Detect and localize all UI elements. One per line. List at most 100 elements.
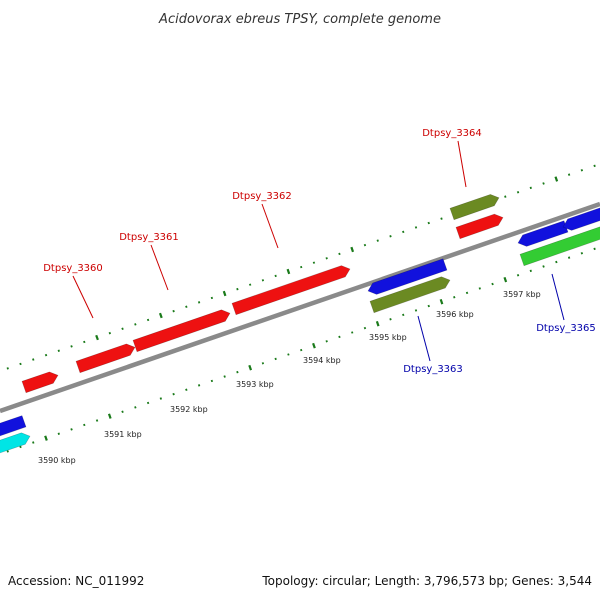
inner-tick — [503, 276, 508, 283]
gene-label-layer: Dtpsy_3360 Dtpsy_3361 Dtpsy_3362 Dtpsy_3364… — [43, 128, 596, 375]
gene-arrow-green — [519, 226, 600, 267]
tick-label: 3597 kbp — [503, 290, 541, 299]
inner-tick — [261, 362, 265, 365]
outer-tick — [19, 362, 22, 366]
inner-tick — [414, 309, 418, 312]
gene-arrow-reverse — [367, 258, 448, 295]
gene-leader-line — [150, 244, 169, 291]
inner-tick — [363, 326, 367, 330]
genome-backbone — [0, 201, 600, 414]
genome-summary-text: Topology: circular; Length: 3,796,573 bp… — [262, 574, 592, 588]
gene-label: Dtpsy_3364 — [422, 128, 482, 139]
gene-leader-line — [551, 273, 565, 321]
outer-tick — [389, 235, 392, 238]
outer-tick — [542, 182, 545, 185]
inner-tick — [542, 265, 545, 268]
inner-tick — [453, 295, 456, 299]
outer-tick — [580, 168, 584, 172]
tick-label: 3593 kbp — [236, 380, 274, 389]
outer-tick — [427, 221, 430, 225]
outer-tick — [363, 243, 367, 247]
outer-tick — [338, 252, 341, 256]
inner-tick — [427, 304, 430, 308]
inner-tick — [338, 335, 341, 339]
tick-label: 3591 kbp — [104, 430, 142, 439]
inner-tick — [312, 342, 316, 349]
inner-tick — [210, 379, 214, 383]
gene-arrow-forward — [231, 265, 351, 316]
inner-tick — [223, 375, 226, 378]
outer-tick — [529, 186, 532, 190]
outer-tick — [567, 173, 571, 176]
inner-tick — [580, 251, 584, 255]
inner-tick — [146, 401, 150, 405]
tick-label: 3595 kbp — [369, 333, 407, 342]
tick-label-layer: 3590 kbp 3591 kbp 3592 kbp 3593 kbp 3594 kbp… — [38, 290, 541, 465]
outer-tick — [44, 353, 48, 357]
map-title: Acidovorax ebreus TPSY, complete genome — [158, 12, 441, 27]
outer-tick — [414, 226, 418, 229]
gene-leader-line — [72, 275, 94, 319]
inner-tick — [491, 282, 494, 286]
outer-tick — [376, 239, 379, 242]
inner-tick — [402, 313, 405, 317]
inner-tick — [32, 441, 35, 444]
outer-tick — [121, 327, 124, 331]
tick-label: 3592 kbp — [170, 405, 208, 414]
tick-label: 3590 kbp — [38, 456, 76, 465]
outer-tick — [312, 261, 316, 264]
outer-tick — [274, 274, 277, 278]
inner-tick — [274, 357, 277, 361]
accession-text: Accession: NC_011992 — [8, 574, 145, 588]
inner-tick — [287, 353, 290, 356]
outer-tick — [158, 312, 163, 319]
inner-tick — [593, 247, 596, 251]
inner-tick — [478, 287, 481, 290]
inner-tick — [389, 318, 392, 321]
inner-tick — [83, 423, 86, 427]
outer-tick — [286, 268, 291, 275]
inner-tick — [325, 340, 328, 343]
gene-arrow-cyan — [0, 432, 31, 454]
inner-tick — [300, 348, 303, 352]
outer-tick — [593, 164, 596, 168]
inner-tick — [107, 413, 112, 419]
inner-tick — [248, 364, 253, 371]
outer-tick — [108, 331, 111, 335]
tick-label: 3596 kbp — [436, 310, 474, 319]
gene-arrow-forward — [455, 213, 504, 240]
inner-tick — [134, 406, 137, 409]
inner-tick — [121, 410, 124, 414]
gene-arrow-forward — [75, 343, 136, 374]
outer-tick — [222, 290, 227, 297]
inner-tick — [375, 320, 380, 327]
inner-tick — [351, 331, 354, 334]
gene-leader-line — [261, 203, 279, 249]
outer-tick — [261, 279, 265, 282]
inner-tick — [70, 428, 73, 431]
inner-tick — [529, 269, 532, 273]
outer-tick — [350, 246, 355, 253]
gene-leader-line — [417, 315, 431, 362]
outer-tick — [554, 176, 559, 182]
gene-label: Dtpsy_3361 — [119, 232, 179, 243]
outer-tick — [185, 305, 188, 309]
inner-tick — [516, 273, 520, 277]
inner-tick — [197, 384, 201, 387]
gene-label: Dtpsy_3365 — [536, 323, 596, 334]
outer-tick — [6, 367, 9, 370]
gene-arrow-olive — [449, 194, 500, 221]
outer-tick — [300, 265, 303, 269]
inner-tick — [19, 445, 22, 449]
outer-tick — [32, 358, 35, 361]
inner-tick — [6, 450, 9, 453]
gene-arrow-forward — [21, 371, 59, 394]
inner-tick-track — [6, 247, 596, 453]
outer-tick — [516, 190, 520, 194]
outer-tick — [172, 309, 175, 313]
inner-tick — [159, 397, 163, 400]
gene-label: Dtpsy_3363 — [403, 364, 463, 375]
outer-tick — [504, 195, 507, 198]
gene-features — [0, 194, 600, 454]
